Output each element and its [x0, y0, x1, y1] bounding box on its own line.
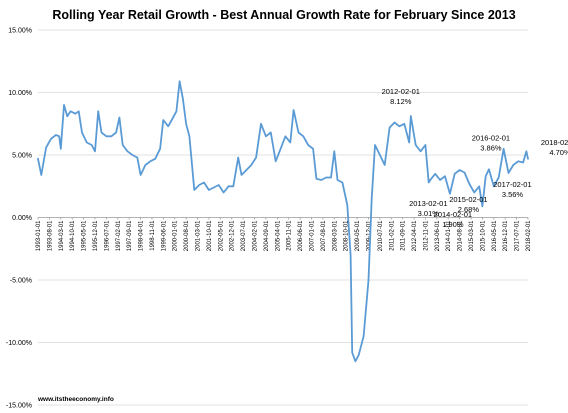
y-tick-label: -10.00% [6, 340, 32, 347]
annotation-value: 3.01% [418, 209, 440, 218]
x-tick-label: 1997-02-01 [116, 220, 122, 251]
x-tick-label: 2005-04-01 [275, 220, 281, 251]
y-tick-label: 0.00% [12, 215, 32, 222]
x-tick-label: 2003-07-01 [241, 220, 247, 251]
y-tick-label: 15.00% [8, 28, 32, 35]
x-tick-label: 2004-09-01 [264, 220, 270, 251]
x-tick-label: 2008-10-01 [344, 220, 350, 251]
y-tick-label: -5.00% [10, 278, 32, 285]
x-tick-label: 2002-05-01 [218, 220, 224, 251]
x-tick-label: 1994-03-01 [59, 220, 65, 251]
annotation-date: 2017-02-01 [493, 180, 531, 189]
annotation-value: 8.12% [390, 97, 412, 106]
y-tick-label: 5.00% [12, 153, 32, 160]
x-tick-label: 2005-11-01 [287, 220, 293, 251]
x-tick-label: 2008-03-01 [332, 220, 338, 251]
annotation-value: 3.56% [502, 190, 524, 199]
series-line [37, 80, 529, 363]
annotation-date: 2016-02-01 [472, 133, 510, 142]
annotation-value: 4.70% [549, 148, 568, 157]
annotation-value: 2.68% [458, 205, 480, 214]
x-tick-label: 1995-12-01 [93, 220, 99, 251]
x-tick-label: 2018-02-01 [526, 220, 532, 251]
source-label: www.itstheeconomy.info [37, 396, 114, 403]
gridlines [38, 29, 528, 406]
x-tick-label: 1998-04-01 [139, 220, 145, 251]
x-tick-label: 2016-05-01 [492, 220, 498, 251]
x-tick-label: 2004-02-01 [253, 220, 259, 251]
x-tick-label: 2000-01-01 [173, 220, 179, 251]
x-tick-label: 1995-05-01 [82, 220, 88, 251]
annotation-date: 2018-02-01 [541, 138, 568, 147]
x-tick-label: 2010-07-01 [378, 220, 384, 251]
x-tick-label: 2015-10-01 [480, 220, 486, 251]
x-tick-label: 2012-11-01 [423, 220, 429, 251]
x-tick-label: 2015-03-01 [469, 220, 475, 251]
x-tick-label: 2000-08-01 [184, 220, 190, 251]
x-tick-label: 1993-01-01 [36, 220, 42, 251]
x-tick-label: 1996-07-01 [104, 220, 110, 251]
x-tick-label: 2006-06-01 [298, 220, 304, 251]
x-tick-label: 1997-09-01 [127, 220, 133, 251]
x-tick-label: 2009-05-01 [355, 220, 361, 251]
annotation-value: 1.90% [442, 220, 464, 229]
x-tick-label: 2007-01-01 [309, 220, 315, 251]
x-tick-label: 2017-07-01 [515, 220, 521, 251]
y-tick-label: 10.00% [8, 90, 32, 97]
x-tick-label: 2013-06-01 [435, 220, 441, 251]
annotation-date: 2013-02-01 [409, 199, 447, 208]
annotation-date: 2012-02-01 [382, 87, 420, 96]
x-tick-label: 1998-11-01 [150, 220, 156, 251]
x-tick-label: 2002-12-01 [230, 220, 236, 251]
chart-title: Rolling Year Retail Growth - Best Annual… [52, 8, 515, 22]
annotation-value: 3.86% [480, 143, 502, 152]
annotation-date: 2015-02-01 [449, 195, 487, 204]
y-axis-ticks: 15.00% 10.00% 5.00% 0.00% -5.00% -10.00% -15.0… [6, 28, 32, 410]
x-tick-label: 1993-08-01 [47, 220, 53, 251]
x-tick-label: 2007-08-01 [321, 220, 327, 251]
annotation-date: 2014-02-01 [434, 210, 472, 219]
data-annotations: 2012-02-018.12% 2013-02-013.01%2014-02-01… [382, 87, 568, 229]
x-tick-label: 2011-02-01 [389, 220, 395, 251]
x-tick-label: 2001-03-01 [196, 220, 202, 251]
x-tick-label: 2012-04-01 [412, 220, 418, 251]
y-tick-label: -15.00% [6, 403, 32, 410]
x-tick-label: 2001-10-01 [207, 220, 213, 251]
x-tick-label: 1994-10-01 [70, 220, 76, 251]
x-tick-label: 2011-09-01 [401, 220, 407, 251]
x-tick-label: 2016-12-01 [503, 220, 509, 251]
x-tick-label: 2014-01-01 [446, 220, 452, 251]
x-tick-label: 2014-08-01 [458, 220, 464, 251]
x-tick-label: 1999-06-01 [161, 220, 167, 251]
